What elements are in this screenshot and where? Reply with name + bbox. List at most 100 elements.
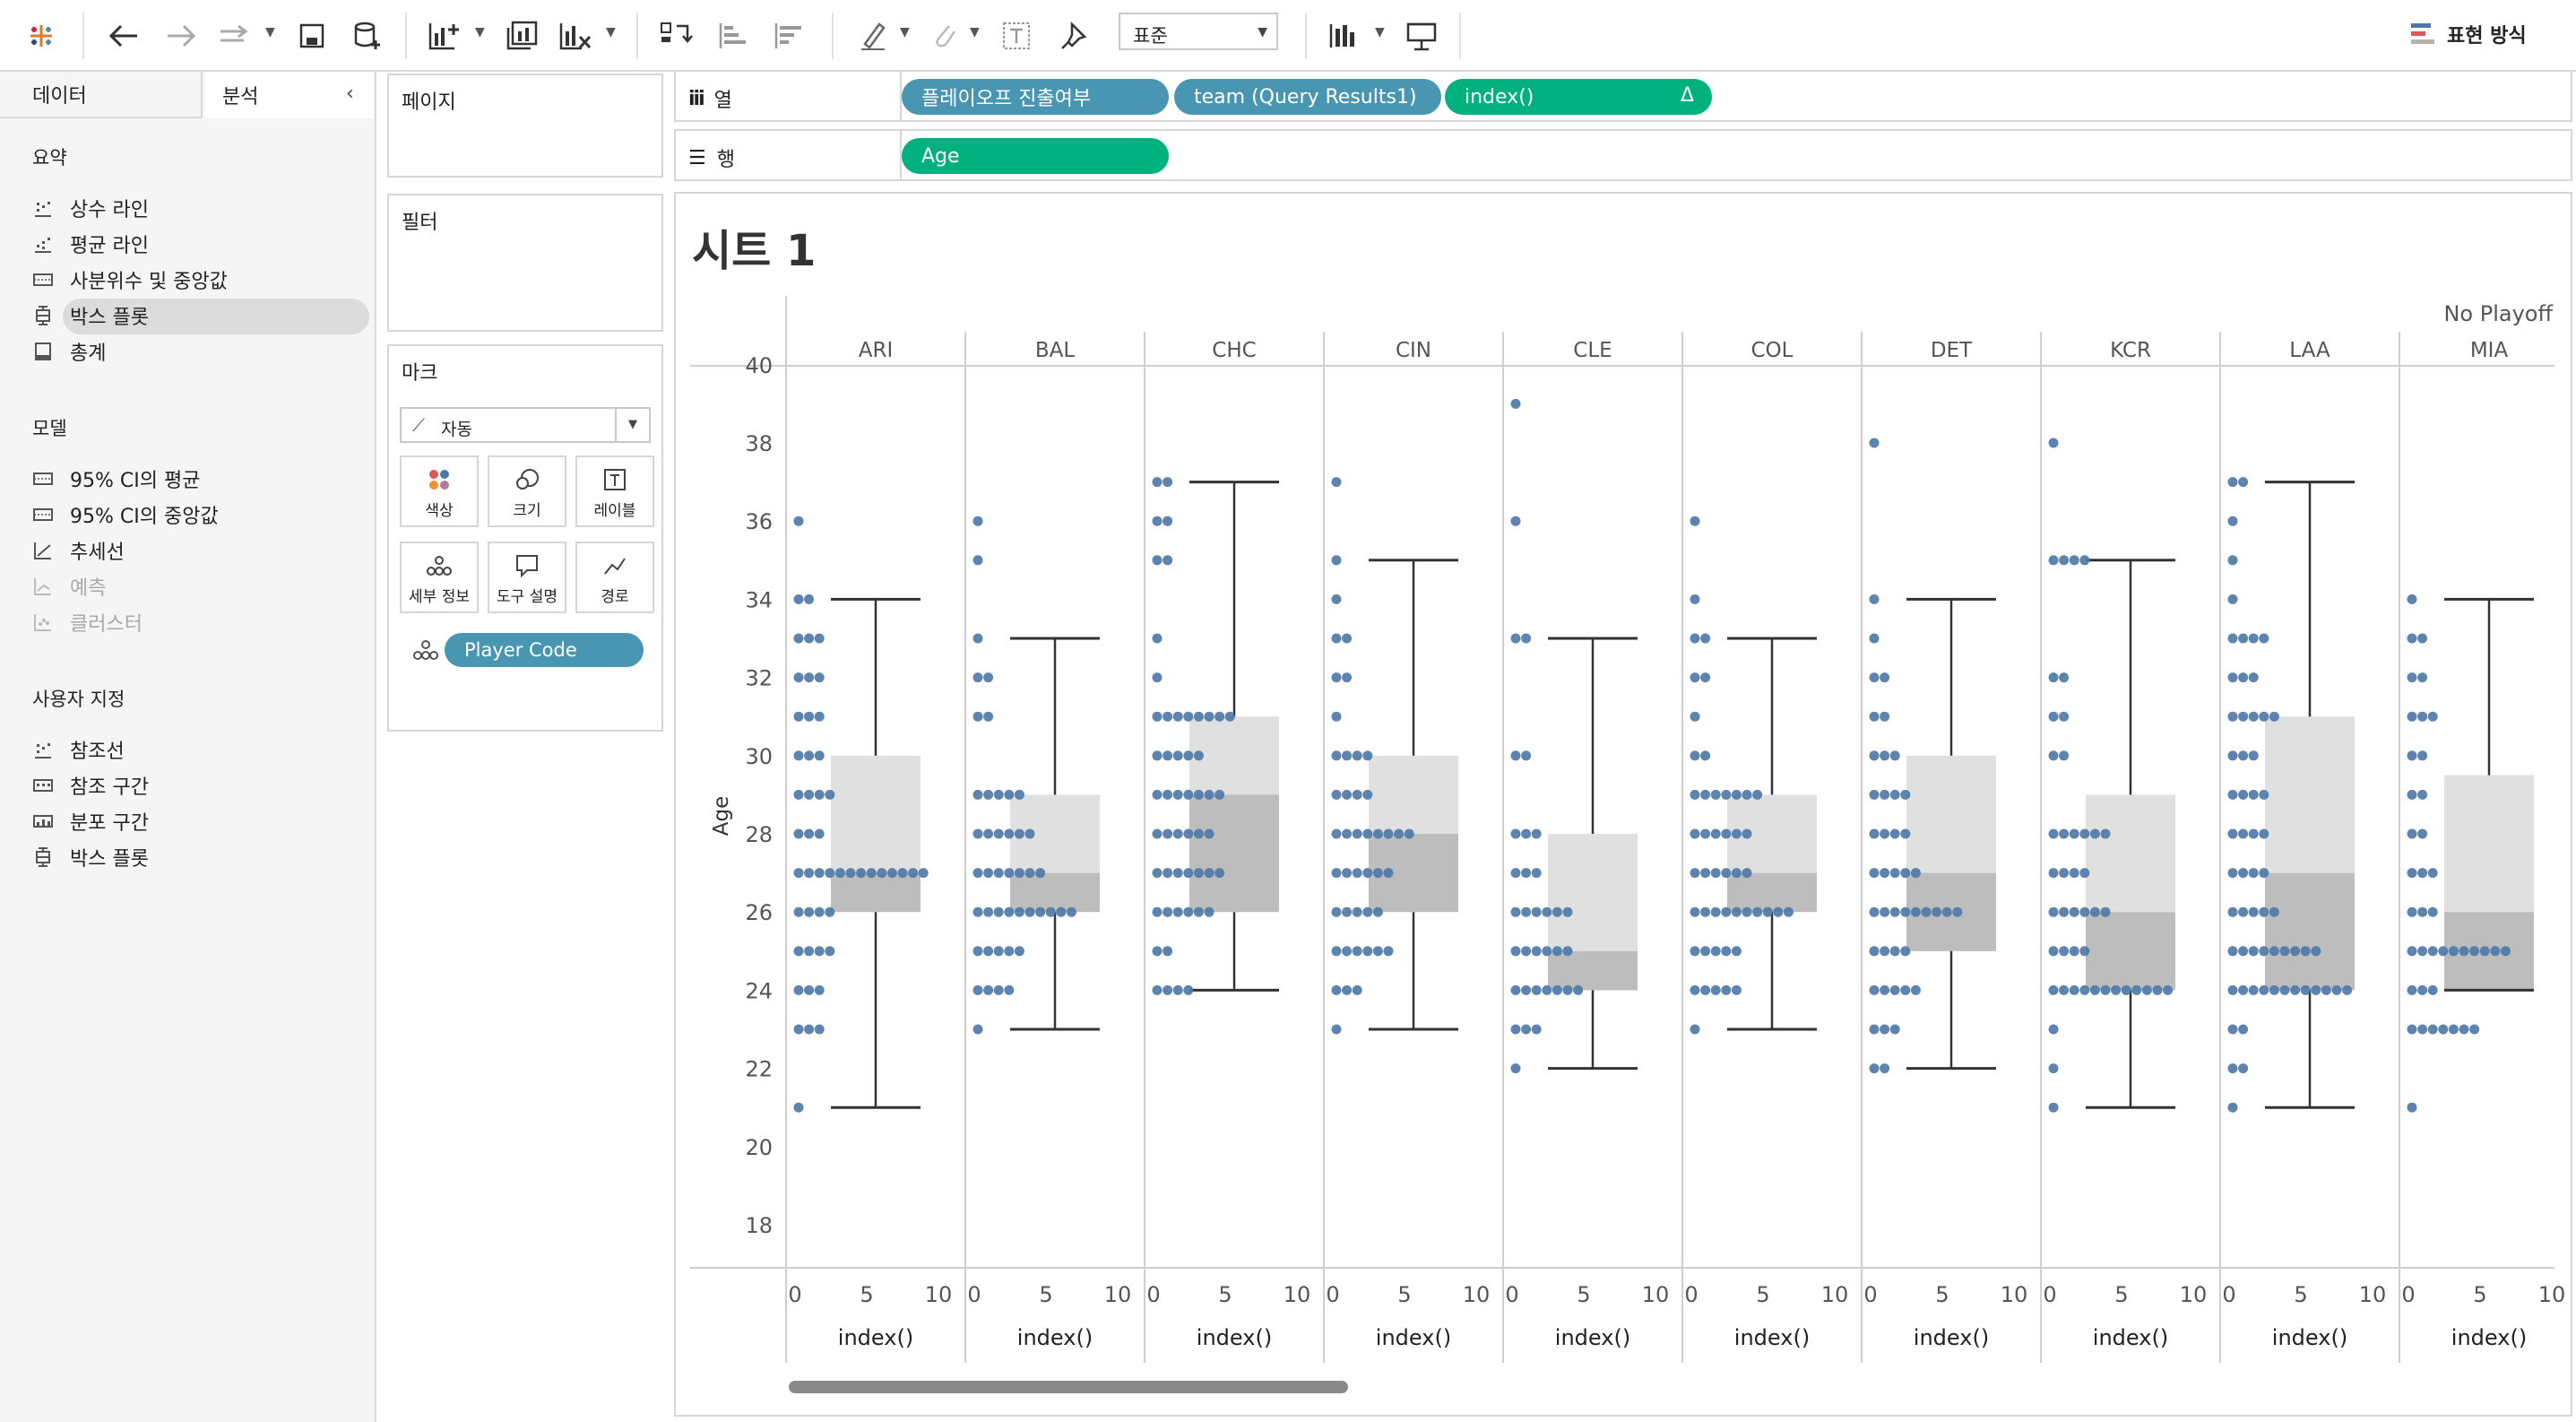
analytics-item-median-ci[interactable]: 95% CI의 중앙값 <box>32 497 219 533</box>
analytics-item-label: 분포 구간 <box>70 812 149 835</box>
swap-icon[interactable] <box>656 16 696 56</box>
mark-type-select[interactable]: ⟋ 자동 ▼ <box>400 407 651 443</box>
tableau-logo-icon[interactable] <box>22 16 61 56</box>
undo-icon[interactable] <box>104 16 143 56</box>
highlight-icon[interactable] <box>853 16 893 56</box>
analytics-item-trendline[interactable]: 추세선 <box>32 533 125 568</box>
analytics-item-reference-line[interactable]: 참조선 <box>32 732 125 767</box>
marks-color-label: 색상 <box>425 502 454 520</box>
analytics-item-boxplot[interactable]: 박스 플롯 <box>32 298 149 334</box>
tab-analytics-label: 분석 <box>222 86 259 108</box>
chevron-down-icon[interactable]: ▼ <box>265 25 275 39</box>
chevron-down-icon[interactable]: ▼ <box>606 25 616 39</box>
column-pill-playoff[interactable]: 플레이오프 진출여부 <box>902 79 1169 115</box>
row-pill-age[interactable]: Age <box>902 138 1169 174</box>
column-pill-team[interactable]: team (Query Results1) <box>1174 79 1441 115</box>
show-me-icon <box>2411 23 2434 44</box>
pages-card[interactable]: 페이지 <box>387 74 663 178</box>
pin-icon[interactable] <box>1054 16 1094 56</box>
marks-path-label: 경로 <box>601 588 629 606</box>
marks-label-button[interactable]: 레이블 <box>575 455 654 527</box>
marks-card: 마크 ⟋ 자동 ▼ 색상 크기 레이블 세부 정보 도구 설명 경로 Playe… <box>387 344 663 732</box>
tab-analytics[interactable]: 분석 <box>204 72 373 118</box>
trendline-icon <box>32 540 54 561</box>
marks-tooltip-label: 도구 설명 <box>497 588 558 606</box>
analytics-item-label: 클러스터 <box>70 613 143 636</box>
detail-icon <box>402 552 477 579</box>
sort-asc-icon[interactable] <box>713 16 753 56</box>
analytics-item-cluster: 클러스터 <box>32 604 143 640</box>
size-icon <box>489 466 565 493</box>
analytics-item-quartiles[interactable]: 사분위수 및 중앙값 <box>32 262 228 298</box>
column-pill-index[interactable]: index() Δ <box>1445 79 1712 115</box>
clear-sheet-icon[interactable] <box>556 16 595 56</box>
detail-icon <box>412 638 439 665</box>
rows-shelf[interactable]: ☰ 행 Age <box>674 129 2572 181</box>
marks-path-button[interactable]: 경로 <box>575 542 654 613</box>
columns-label-text: 열 <box>713 90 732 112</box>
analytics-item-label: 총계 <box>70 342 107 365</box>
new-datasource-icon[interactable] <box>348 16 387 56</box>
detail-pill-player-code[interactable]: Player Code <box>445 633 644 667</box>
collapse-pane-icon[interactable]: ‹ <box>346 82 354 105</box>
show-me-button[interactable]: 표현 방식 <box>2409 16 2527 52</box>
toolbar: ▼ ▼ ▼ ▼ ▼ 표준 ▼ ▼ <box>0 0 2576 72</box>
filters-card[interactable]: 필터 <box>387 194 663 332</box>
rows-shelf-label: ☰ 행 <box>688 143 735 172</box>
chevron-down-icon: ▼ <box>1258 25 1267 39</box>
analytics-item-label: 사분위수 및 중앙값 <box>70 271 228 293</box>
chevron-down-icon[interactable]: ▼ <box>970 25 980 39</box>
line-chart-icon <box>32 739 54 760</box>
chevron-down-icon[interactable]: ▼ <box>900 25 910 39</box>
fit-select-value: 표준 <box>1133 25 1168 47</box>
analytics-item-mean-ci[interactable]: 95% CI의 평균 <box>32 461 200 497</box>
chevron-down-icon: ▼ <box>615 409 649 441</box>
analytics-item-label: 예측 <box>70 577 107 600</box>
duplicate-sheet-icon[interactable] <box>502 16 541 56</box>
label-icon[interactable] <box>997 16 1036 56</box>
analytics-item-label: 박스 플롯 <box>70 307 149 329</box>
marks-tooltip-button[interactable]: 도구 설명 <box>488 542 566 613</box>
line-chart-icon <box>32 233 54 255</box>
tab-data-label: 데이터 <box>32 85 87 108</box>
rows-icon: ☰ <box>688 146 706 169</box>
analytics-item-distribution-band[interactable]: 분포 구간 <box>32 803 149 839</box>
filters-card-title: 필터 <box>402 212 438 234</box>
analytics-item-constant-line[interactable]: 상수 라인 <box>32 190 149 226</box>
analytics-item-forecast: 예측 <box>32 568 106 604</box>
group-icon[interactable] <box>925 16 964 56</box>
save-icon[interactable] <box>292 16 332 56</box>
cluster-icon <box>32 611 54 633</box>
column-pill-label: team (Query Results1) <box>1194 85 1417 108</box>
marks-size-button[interactable]: 크기 <box>488 455 566 527</box>
analytics-item-reference-band[interactable]: 참조 구간 <box>32 767 149 803</box>
analytics-item-totals[interactable]: 총계 <box>32 334 106 369</box>
analytics-item-custom-boxplot[interactable]: 박스 플롯 <box>32 839 149 875</box>
analytics-item-label: 95% CI의 평균 <box>70 470 201 492</box>
columns-shelf[interactable]: iii 열 플레이오프 진출여부 team (Query Results1) i… <box>674 70 2572 122</box>
presentation-icon[interactable] <box>1402 16 1441 56</box>
replay-icon[interactable] <box>215 16 255 56</box>
fit-select[interactable]: 표준 ▼ <box>1119 13 1278 50</box>
analytics-item-label: 박스 플롯 <box>70 848 149 871</box>
row-pill-label: Age <box>921 144 960 168</box>
column-pill-label: index() <box>1465 85 1534 108</box>
analytics-pane <box>0 72 376 1422</box>
redo-icon[interactable] <box>161 16 201 56</box>
analytics-item-average-line[interactable]: 평균 라인 <box>32 226 149 262</box>
marks-color-button[interactable]: 색상 <box>400 455 479 527</box>
horizontal-scrollbar[interactable] <box>789 1381 1348 1393</box>
new-worksheet-icon[interactable] <box>425 16 464 56</box>
band-icon <box>32 775 54 796</box>
tab-data[interactable]: 데이터 <box>0 72 203 118</box>
analytics-item-label: 상수 라인 <box>70 199 149 221</box>
marks-card-title: 마크 <box>402 362 438 385</box>
chevron-down-icon[interactable]: ▼ <box>475 25 485 39</box>
marks-detail-button[interactable]: 세부 정보 <box>400 542 479 613</box>
show-labels-icon[interactable] <box>1327 16 1366 56</box>
chevron-down-icon[interactable]: ▼ <box>1375 25 1385 39</box>
tooltip-icon <box>489 552 565 579</box>
sort-desc-icon[interactable] <box>769 16 808 56</box>
marks-size-label: 크기 <box>513 502 541 520</box>
marks-label-label: 레이블 <box>593 502 636 520</box>
